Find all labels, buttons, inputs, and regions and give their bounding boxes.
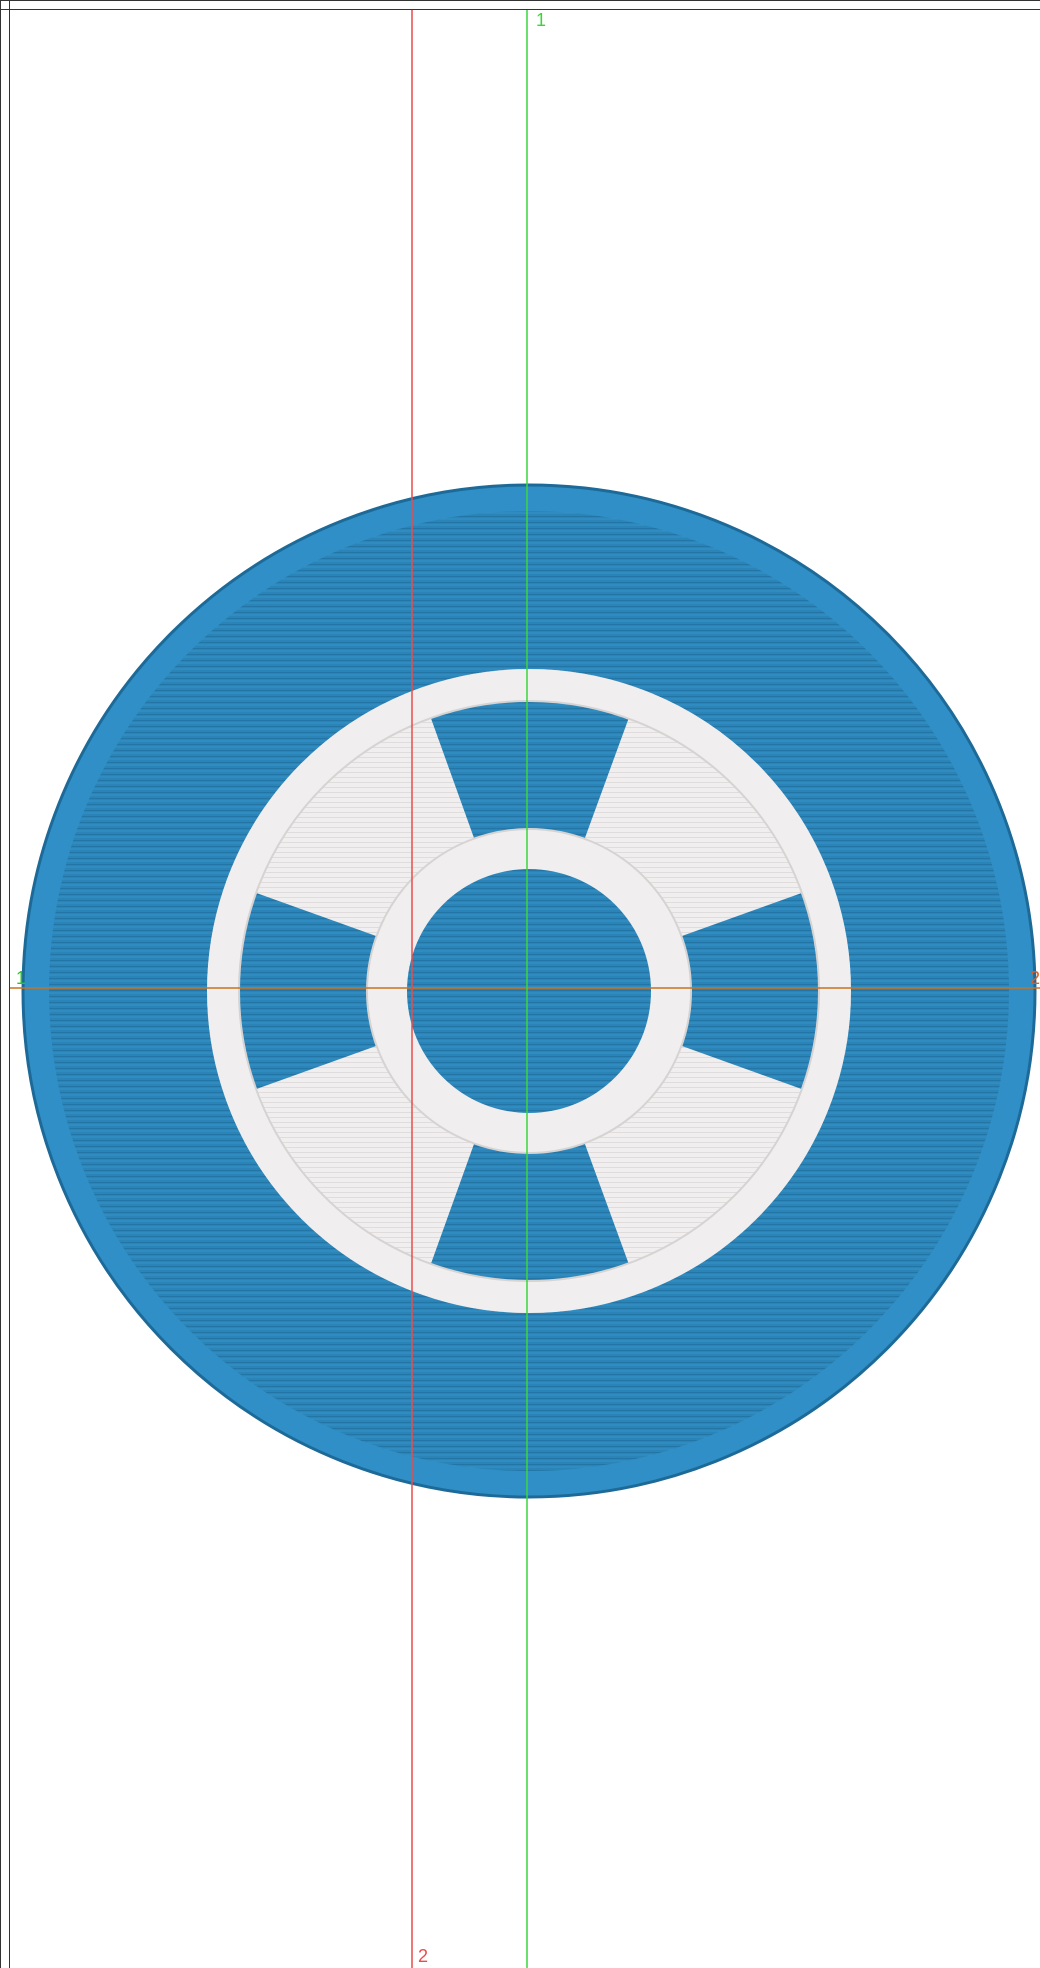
vertical-guide-red-label: 2 [418,1946,429,1966]
panel-bottom [410,991,650,1313]
lifebuoy-hole [407,869,651,1113]
lifebuoy-inner-ring-edge [366,828,692,1154]
panel-left [207,872,529,1110]
panel-top [410,669,650,991]
top-ruler-edge [0,9,1040,10]
patch-border-edge [21,483,1037,1499]
vertical-guide-green-label: 1 [536,10,547,30]
panel-right [529,872,851,1110]
left-ruler-edge [9,0,10,1968]
lifebuoy-outer-rim [207,669,851,1313]
horizontal-guide-left-label: 1 [16,968,27,988]
lifebuoy-rim-shadow [238,700,820,1282]
horizontal-guide-right-label: 2 [1030,968,1040,988]
lifebuoy-blue-panels [207,669,851,1313]
